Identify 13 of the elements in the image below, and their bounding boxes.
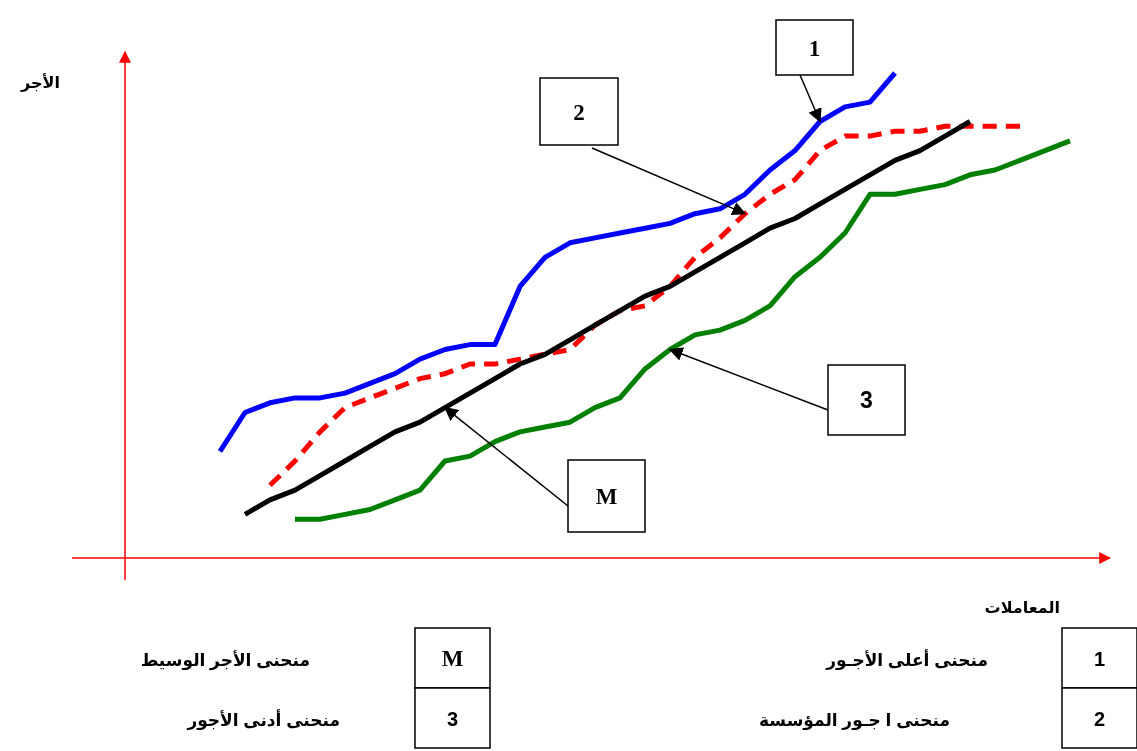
annotation: M bbox=[595, 484, 618, 509]
text: منحنى أعلى الأجـور bbox=[825, 649, 988, 671]
x-axis-title: المعاملات bbox=[984, 599, 1060, 616]
annotation: 2 bbox=[573, 99, 585, 125]
text: M bbox=[441, 646, 464, 671]
text: الأجر bbox=[20, 73, 60, 92]
text: 3 bbox=[446, 708, 459, 730]
text: 2 bbox=[1093, 708, 1106, 730]
text: 1 bbox=[1093, 648, 1106, 670]
text: منحنى أدنى الأجور bbox=[186, 709, 340, 731]
text: منحنى ا جـور المؤسسة bbox=[759, 711, 950, 731]
text: منحنى الأجر الوسيط bbox=[140, 650, 310, 671]
annotation: 3 bbox=[860, 387, 873, 413]
